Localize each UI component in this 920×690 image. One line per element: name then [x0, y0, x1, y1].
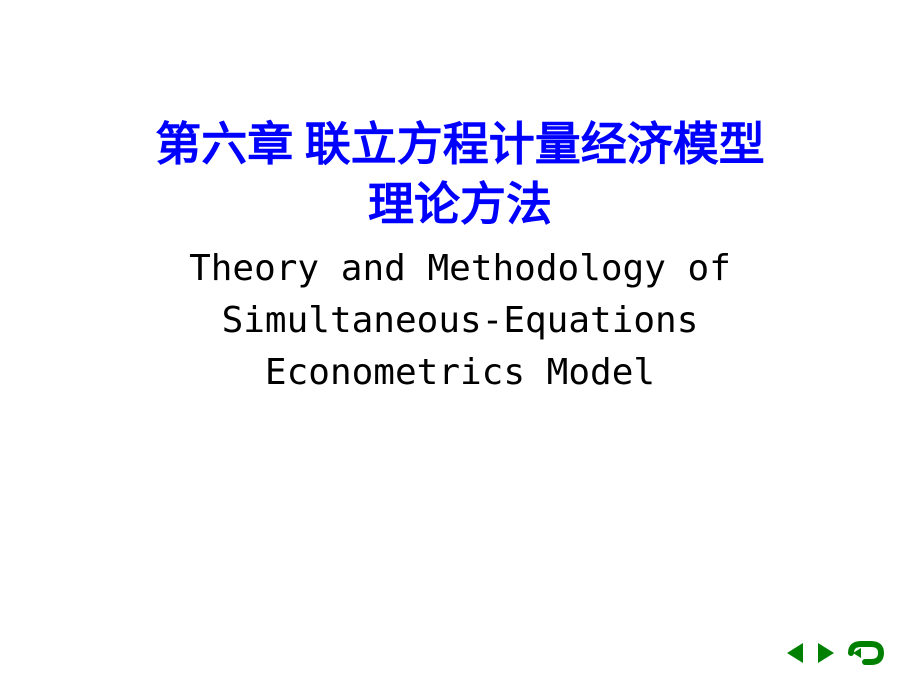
subtitle-line-3: Econometrics Model	[0, 347, 920, 399]
navigation-controls	[781, 638, 885, 668]
title-line-2: 理论方法	[368, 175, 552, 235]
slide-container: 第六章 联立方程计量经济模型 理论方法 Theory and Methodolo…	[0, 0, 920, 690]
return-icon[interactable]	[843, 638, 885, 668]
next-icon[interactable]	[812, 639, 840, 667]
title-line-1: 第六章 联立方程计量经济模型	[155, 115, 765, 175]
prev-icon[interactable]	[781, 639, 809, 667]
subtitle-line-2: Simultaneous-Equations	[0, 295, 920, 347]
subtitle-container: Theory and Methodology of Simultaneous-E…	[0, 243, 920, 400]
subtitle-line-1: Theory and Methodology of	[0, 243, 920, 295]
